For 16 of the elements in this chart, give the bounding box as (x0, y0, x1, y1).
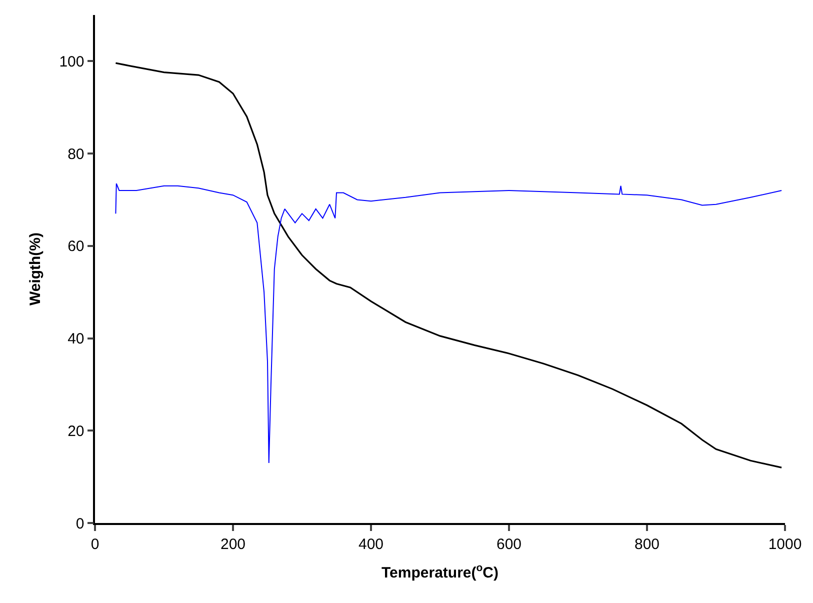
y-tick-label: 80 (68, 146, 84, 163)
x-tick-label: 600 (496, 536, 522, 553)
x-tick-label: 1000 (768, 536, 802, 553)
x-axis-title: Temperature($^{o}$C) (382, 562, 499, 582)
y-tick-label: 60 (68, 238, 84, 256)
line-series (115, 183, 782, 464)
y-axis-title: Weigth(%) (26, 232, 44, 306)
y-tick-label: 20 (68, 422, 84, 440)
y-tick-label: 40 (68, 330, 84, 348)
y-tick-label: 0 (76, 515, 84, 532)
line-series (114, 62, 782, 468)
x-tick-label: 0 (90, 536, 100, 553)
x-tick-label: 400 (358, 536, 384, 553)
x-tick-label: 800 (634, 536, 660, 553)
y-tick-label: 100 (59, 53, 84, 70)
x-tick-label: 200 (220, 536, 246, 553)
